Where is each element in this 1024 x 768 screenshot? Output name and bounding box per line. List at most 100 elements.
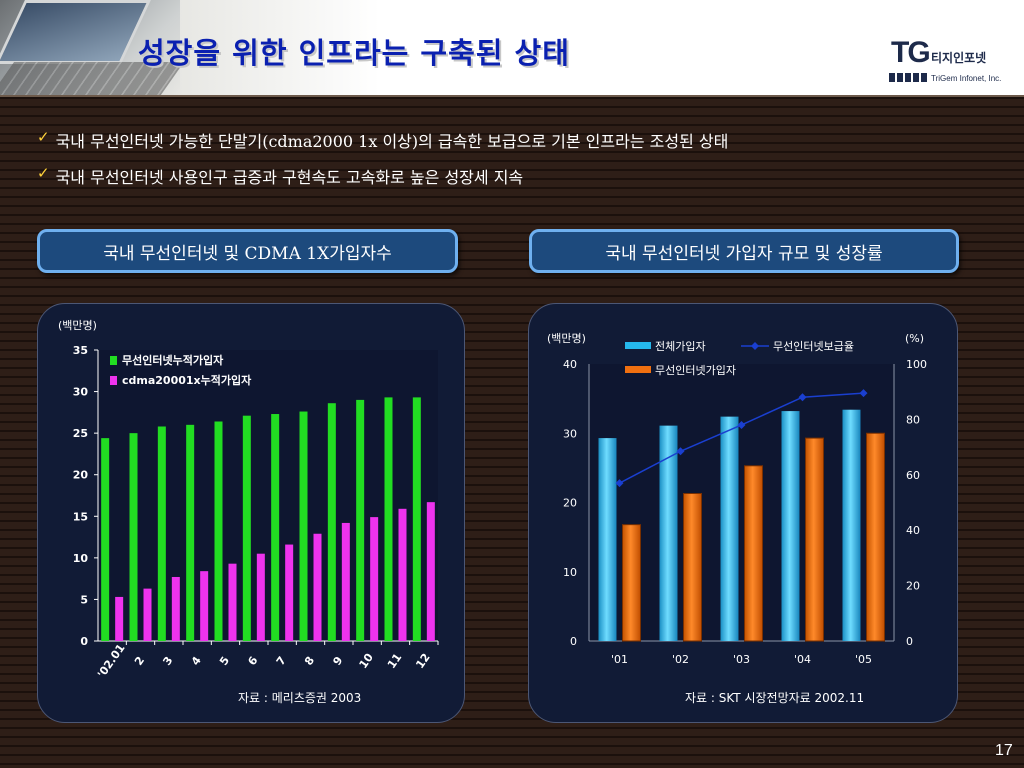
y-right-tick-label: 0 — [906, 635, 913, 648]
left-chart-heading: 국내 무선인터넷 및 CDMA 1X가입자수 — [37, 229, 458, 273]
bar-total — [356, 399, 365, 641]
x-tick-label: 6 — [245, 654, 260, 668]
bar-cdma — [426, 502, 435, 641]
x-tick-label: '03 — [733, 653, 750, 666]
y-right-tick-label: 80 — [906, 413, 920, 426]
legend-swatch — [110, 356, 117, 365]
bar-cdma — [256, 553, 265, 641]
legend-label: 무선인터넷누적가입자 — [122, 353, 224, 367]
bar-total — [129, 433, 138, 641]
bar-total-subscribers — [842, 409, 861, 641]
x-tick-label: 2 — [132, 654, 147, 668]
bar-total — [157, 426, 166, 641]
bar-wireless-subscribers — [744, 465, 763, 642]
x-tick-label: '05 — [855, 653, 872, 666]
x-tick-label: 9 — [330, 654, 345, 668]
bar-total — [327, 403, 336, 641]
bullet-list: ✓ 국내 무선인터넷 가능한 단말기(cdma2000 1x 이상)의 급속한 … — [37, 128, 728, 200]
y-tick-label: 0 — [80, 635, 88, 648]
bar-cdma — [200, 571, 209, 641]
x-tick-label: 10 — [357, 651, 377, 671]
bar-total — [384, 397, 393, 641]
logo-name-en: TriGem Infonet, Inc. — [931, 74, 1002, 83]
bar-total — [214, 421, 223, 641]
slide-header: 성장을 위한 인프라는 구축된 상태 TG 티지인포넷 TriGem Infon… — [0, 0, 1024, 95]
y-left-tick-label: 0 — [570, 635, 577, 648]
y-tick-label: 35 — [73, 344, 88, 357]
bar-total — [412, 397, 421, 641]
source-note: 자료 : 메리츠증권 2003 — [238, 691, 361, 705]
logo-bars-icon — [889, 73, 927, 82]
y-right-tick-label: 60 — [906, 469, 920, 482]
x-tick-label: '04 — [794, 653, 811, 666]
bar-cdma — [313, 533, 322, 641]
bar-total-subscribers — [659, 425, 678, 641]
logo-name-kr: 티지인포넷 — [931, 51, 987, 65]
bar-total — [299, 411, 308, 641]
line-marker — [615, 479, 624, 488]
checkmark-icon: ✓ — [37, 164, 50, 182]
x-tick-label: '01 — [611, 653, 628, 666]
bar-cdma — [285, 544, 294, 641]
x-tick-label: 4 — [189, 654, 204, 668]
bar-total — [242, 415, 251, 641]
bar-total-subscribers — [598, 438, 617, 641]
bar-wireless-subscribers — [866, 432, 885, 642]
y-left-tick-label: 10 — [563, 566, 577, 579]
y-tick-label: 5 — [80, 593, 88, 606]
bar-wireless-subscribers — [805, 437, 824, 642]
bar-cdma — [370, 517, 379, 641]
bullet-item: ✓ 국내 무선인터넷 가능한 단말기(cdma2000 1x 이상)의 급속한 … — [37, 128, 728, 164]
bar-cdma — [143, 588, 152, 641]
header-divider — [0, 95, 1024, 97]
y-unit-label: (백만명) — [58, 319, 97, 332]
y-right-unit-label: (%) — [905, 332, 924, 345]
bar-cdma — [115, 596, 124, 641]
checkmark-icon: ✓ — [37, 128, 50, 146]
page-number: 17 — [995, 742, 1013, 759]
laptop-photo — [0, 0, 185, 95]
y-tick-label: 30 — [73, 386, 89, 399]
bar-total-subscribers — [720, 416, 739, 641]
bar-cdma — [398, 508, 407, 641]
legend-swatch — [625, 366, 651, 373]
bar-total — [271, 414, 280, 641]
x-tick-label: '02 — [672, 653, 689, 666]
y-left-tick-label: 40 — [563, 358, 577, 371]
x-tick-label: 12 — [413, 651, 432, 671]
y-tick-label: 20 — [73, 469, 89, 482]
y-right-tick-label: 40 — [906, 524, 920, 537]
bullet-item: ✓ 국내 무선인터넷 사용인구 급증과 구현속도 고속화로 높은 성장세 지속 — [37, 164, 728, 200]
legend-label: cdma20001x누적가입자 — [122, 373, 252, 387]
bar-total — [186, 424, 195, 641]
line-marker — [676, 447, 685, 456]
line-marker — [737, 420, 746, 429]
company-logo: TG 티지인포넷 TriGem Infonet, Inc. — [887, 36, 1007, 88]
slide-title: 성장을 위한 인프라는 구축된 상태 — [138, 36, 570, 70]
x-tick-label: '02.01 — [95, 642, 128, 681]
legend-swatch — [110, 376, 117, 385]
bar-wireless-subscribers — [683, 492, 702, 642]
laptop-screen — [0, 0, 151, 64]
y-left-unit-label: (백만명) — [547, 332, 586, 345]
bar-cdma — [228, 563, 237, 641]
y-right-tick-label: 20 — [906, 580, 920, 593]
plot-area — [98, 350, 438, 641]
y-tick-label: 15 — [73, 510, 88, 523]
left-chart-panel: 0 5 10 15 20 25 30 35 (백만명) '02.01 2 3 4 5 6 7 8 9 10 11 12 무… — [37, 303, 465, 723]
right-chart-panel: 0 10 20 30 40 0 20 40 60 80 100 (백만명) (%) '01 '02 '03 '0… — [528, 303, 958, 723]
legend-label: 전체가입자 — [655, 340, 706, 353]
bar-cdma — [341, 522, 350, 641]
x-tick-label: 8 — [302, 654, 317, 668]
y-right-tick-label: 100 — [906, 358, 927, 371]
bar-cdma — [171, 576, 180, 641]
bar-total — [101, 438, 110, 641]
line-marker — [798, 393, 807, 402]
legend-swatch — [625, 342, 651, 349]
y-left-tick-label: 30 — [563, 427, 577, 440]
right-chart-heading: 국내 무선인터넷 가입자 규모 및 성장률 — [529, 229, 959, 273]
bar-total-subscribers — [781, 411, 800, 641]
source-note: 자료 : SKT 시장전망자료 2002.11 — [685, 691, 864, 705]
logo-mark: TG — [891, 36, 931, 69]
